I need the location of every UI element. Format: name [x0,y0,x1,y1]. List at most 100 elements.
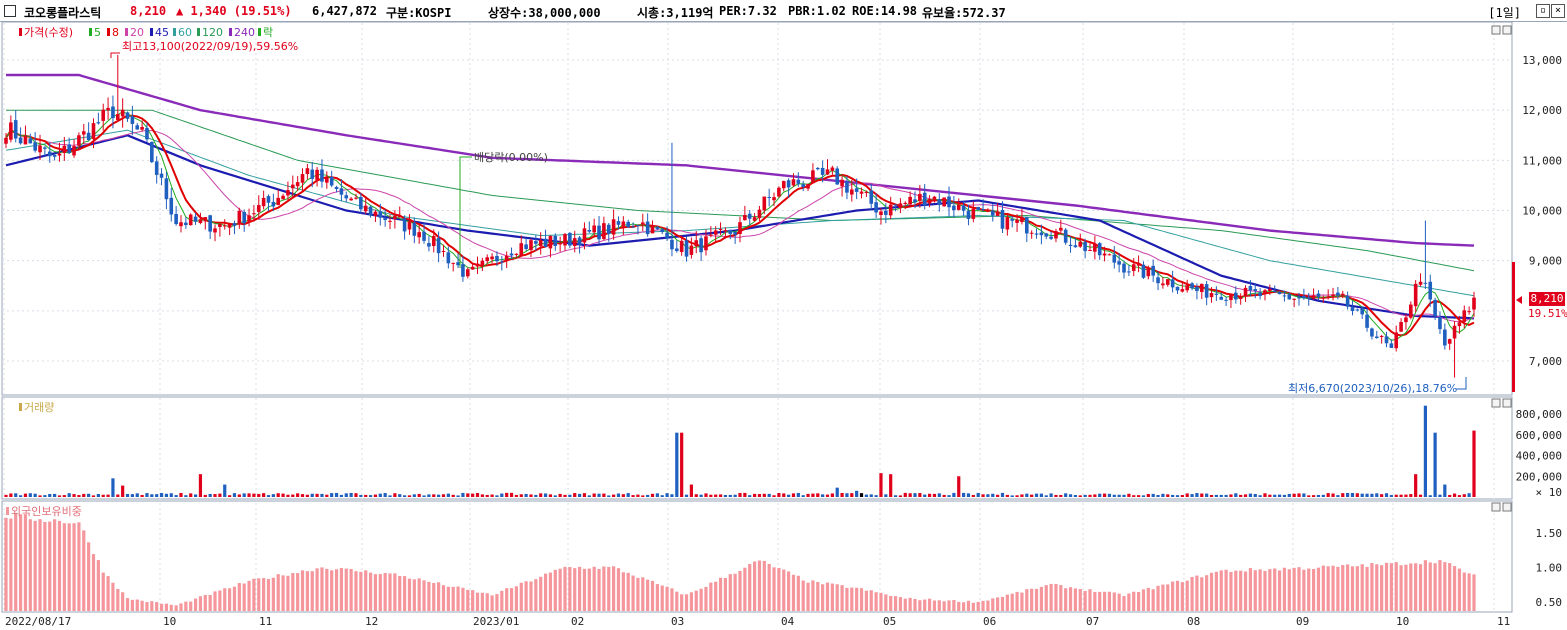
foreign-bar [1064,588,1068,611]
foreign-bar [782,569,786,611]
candle-body [412,222,417,236]
volume-bar [218,493,222,497]
foreign-bar [1346,564,1350,611]
foreign-bar [539,576,543,611]
candle-body [1404,317,1408,323]
select-checkbox[interactable] [4,5,16,17]
candle-body [815,167,820,170]
candle-body [884,210,888,215]
foreign-bar [150,601,154,611]
volume-bar [179,492,183,497]
foreign-bar [553,569,557,611]
listed-shares: 상장수:38,000,000 [488,6,601,20]
volume-bar [524,493,528,497]
foreign-close-icon[interactable] [1502,502,1512,512]
candle-body [169,197,174,215]
candle-body [125,112,130,119]
foreign-bar [1185,580,1189,611]
foreign-bar [388,573,392,611]
candle-body [670,239,674,250]
candle-body [1229,294,1233,301]
maximize-icon[interactable]: ▫ [1536,4,1550,18]
foreign-bar [349,569,353,611]
foreign-bar [106,576,110,611]
close-icon[interactable]: × [1551,4,1565,18]
volume-bar [368,495,373,497]
candle-body [1384,336,1389,344]
candle-body [777,187,781,197]
candle-body [869,190,874,204]
volume-bar [534,494,538,497]
foreign-bar [446,586,450,611]
candle-body [1059,227,1063,231]
volume-bar [485,494,489,497]
volume-bar [1355,493,1359,497]
panel-minimize-icon[interactable] [1491,25,1501,35]
foreign-minimize-icon[interactable] [1491,502,1501,512]
volume-bar [680,432,684,497]
candle-body [903,202,908,204]
foreign-bar [121,592,125,611]
candle-body [665,232,669,239]
volume-bar [1205,493,1209,497]
candle-body [310,169,315,179]
volume-bar [1151,493,1155,497]
candle-body [1234,292,1238,300]
candle-body [806,183,810,189]
volume-bar [1239,494,1243,497]
volume-close-icon[interactable] [1502,398,1512,408]
candle-body [1389,343,1394,348]
candle-body [339,188,344,195]
candle-body [767,197,771,199]
foreign-bar [193,598,198,611]
volume-bar [709,494,713,497]
foreign-bar [1282,567,1287,611]
candle-body [927,199,932,204]
volume-bar [991,493,995,497]
volume-bar [1010,495,1014,497]
x-tick-label: 02 [571,615,584,628]
candle-body [1214,293,1219,295]
candle-body [781,181,786,189]
period-selector[interactable]: [1일] [1488,6,1521,20]
volume-bar [1112,494,1116,497]
foreign-bar [772,567,776,611]
volume-minimize-icon[interactable] [1491,398,1501,408]
candle-body [436,238,441,254]
volume-bar [1156,494,1160,497]
volume-bar [344,493,348,497]
legend-ma20: 20 [130,26,144,39]
panel-close-icon[interactable] [1502,25,1512,35]
candle-body [1224,299,1228,301]
candle-body [81,131,86,135]
volume-bar [1078,495,1082,497]
foreign-bar [923,599,927,611]
candle-body [290,184,295,189]
foreign-bar [485,593,489,611]
foreign-bar [1302,569,1306,611]
low-marker [1456,377,1467,390]
foreign-bar [830,583,834,611]
x-tick-label: 2023/01 [473,615,519,628]
foreign-bar [1326,566,1330,611]
foreign-bar [1117,593,1121,611]
volume-bar [1136,495,1141,497]
volume-bar [1185,493,1189,497]
candle-body [713,230,718,235]
candle-body [422,231,426,241]
foreign-bar [927,598,932,611]
candle-body [47,151,52,157]
candle-body [524,244,528,250]
candle-body [397,216,402,218]
volume-bar [155,494,159,497]
volume-bar [762,493,766,497]
volume-bar [72,494,76,497]
candle-body [261,197,266,207]
foreign-bar [607,566,611,611]
candle-body [932,196,937,202]
volume-bar [1326,493,1330,497]
candle-body [772,197,776,201]
foreign-bar [791,574,796,611]
volume-bar [582,493,587,497]
candle-body [334,186,339,189]
